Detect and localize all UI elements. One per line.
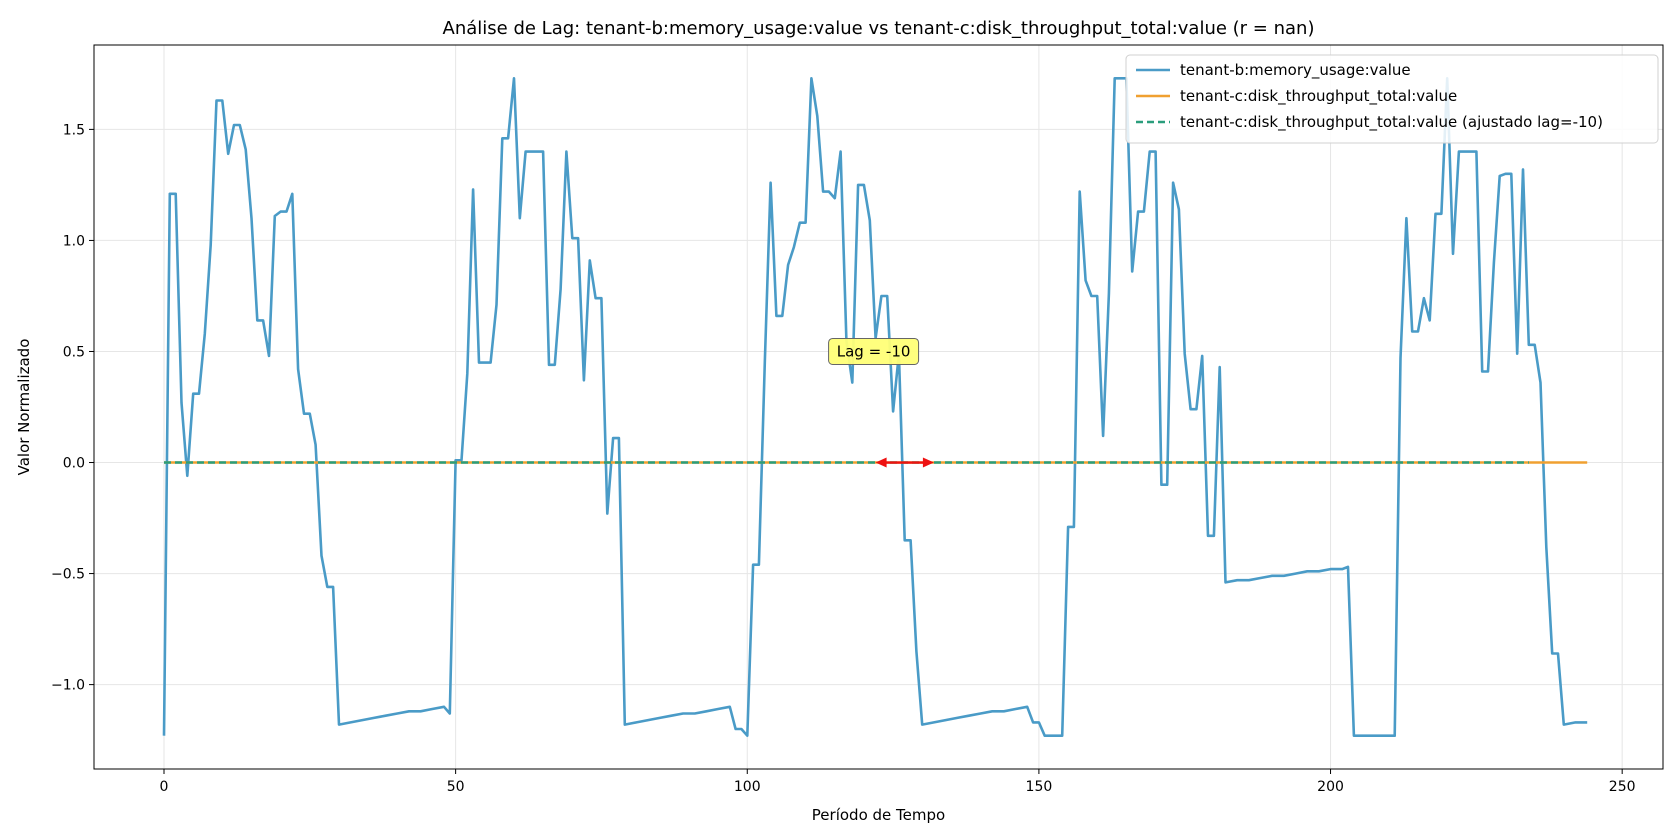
series-lines xyxy=(162,77,1588,738)
lag-label-box xyxy=(828,337,920,365)
lag-label-text: Lag = -10 xyxy=(837,342,911,360)
plot-frame xyxy=(93,44,1664,770)
lag-annotation: Lag = -10 xyxy=(828,337,934,468)
y-tick-label: 0.0 xyxy=(63,456,85,472)
legend-box xyxy=(1125,54,1659,144)
x-tick-label: 250 xyxy=(1609,779,1636,795)
x-tick-label: 150 xyxy=(1026,779,1053,795)
series-line-1 xyxy=(162,77,1588,738)
axis-ticks: 0 50 100 150 200 250 −1.0 −0.5 0.0 0.5 1.0 1.5 xyxy=(51,122,1636,795)
legend-label-2: tenant-c:disk_throughput_total:value xyxy=(1180,87,1457,106)
x-tick-label: 0 xyxy=(160,779,169,795)
x-axis-label: Período de Tempo xyxy=(812,806,945,824)
lag-arrow-head-right xyxy=(922,457,934,468)
y-tick-label: 1.5 xyxy=(63,122,85,138)
legend-label-3: tenant-c:disk_throughput_total:value (aj… xyxy=(1180,113,1603,132)
lag-arrow-head-left xyxy=(875,457,887,468)
x-tick-label: 50 xyxy=(447,779,465,795)
y-axis-label: Valor Normalizado xyxy=(15,339,33,476)
x-tick-label: 200 xyxy=(1317,779,1344,795)
legend: tenant-b:memory_usage:value tenant-c:disk… xyxy=(1125,54,1659,144)
y-tick-label: −1.0 xyxy=(51,678,85,694)
chart-title: Análise de Lag: tenant-b:memory_usage:va… xyxy=(443,18,1315,39)
y-tick-label: 0.5 xyxy=(63,344,85,360)
y-tick-label: 1.0 xyxy=(63,233,85,249)
legend-label-1: tenant-b:memory_usage:value xyxy=(1180,61,1411,80)
y-tick-label: −0.5 xyxy=(51,567,85,583)
x-tick-label: 100 xyxy=(734,779,761,795)
